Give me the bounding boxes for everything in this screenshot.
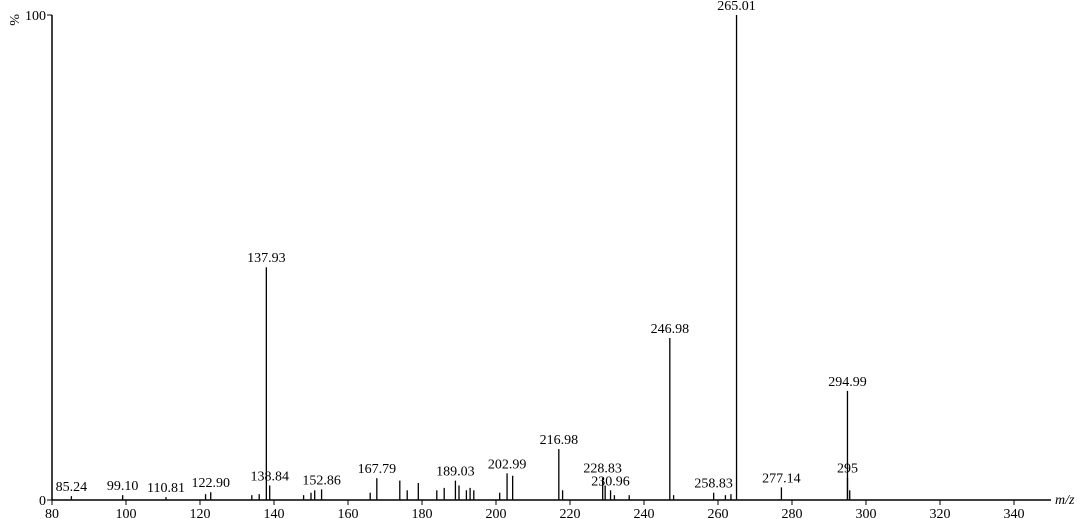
peak-label: 122.90 (191, 476, 230, 491)
x-tick-label: 240 (634, 507, 655, 519)
peak-label: 295 (837, 462, 858, 477)
x-tick-label: 260 (708, 507, 729, 519)
peak-label: 294.99 (828, 375, 867, 390)
peak-label: 265.01 (717, 0, 756, 14)
y-tick-label: 100 (25, 9, 46, 24)
x-tick-label: 340 (1004, 507, 1025, 519)
peak-label: 137.93 (247, 251, 286, 266)
peak-label: 167.79 (358, 462, 397, 477)
peak-label: 202.99 (488, 457, 527, 472)
x-tick-label: 80 (45, 507, 59, 519)
peak-label: 258.83 (694, 477, 733, 492)
peak-label: 216.98 (540, 433, 579, 448)
x-tick-label: 180 (412, 507, 433, 519)
x-tick-label: 300 (856, 507, 877, 519)
peak-label: 110.81 (147, 481, 185, 496)
peak-label: 230.96 (591, 474, 630, 489)
peak-label: 152.86 (302, 473, 341, 488)
peak-label: 228.83 (583, 462, 622, 477)
x-tick-label: 200 (486, 507, 507, 519)
x-tick-label: 140 (264, 507, 285, 519)
y-axis-label: % (6, 14, 21, 26)
x-tick-label: 100 (116, 507, 137, 519)
x-tick-label: 120 (190, 507, 211, 519)
peak-label: 138.84 (250, 469, 289, 484)
peak-label: 246.98 (651, 322, 690, 337)
x-tick-label: 220 (560, 507, 581, 519)
x-tick-label: 320 (930, 507, 951, 519)
x-tick-label: 280 (782, 507, 803, 519)
x-axis-label: m/z (1055, 493, 1075, 508)
y-tick-label: 0 (39, 494, 46, 509)
peak-label: 85.24 (56, 480, 88, 495)
peak-label: 277.14 (762, 471, 801, 486)
peak-label: 189.03 (436, 465, 475, 480)
peak-label: 99.10 (107, 479, 139, 494)
x-tick-label: 160 (338, 507, 359, 519)
